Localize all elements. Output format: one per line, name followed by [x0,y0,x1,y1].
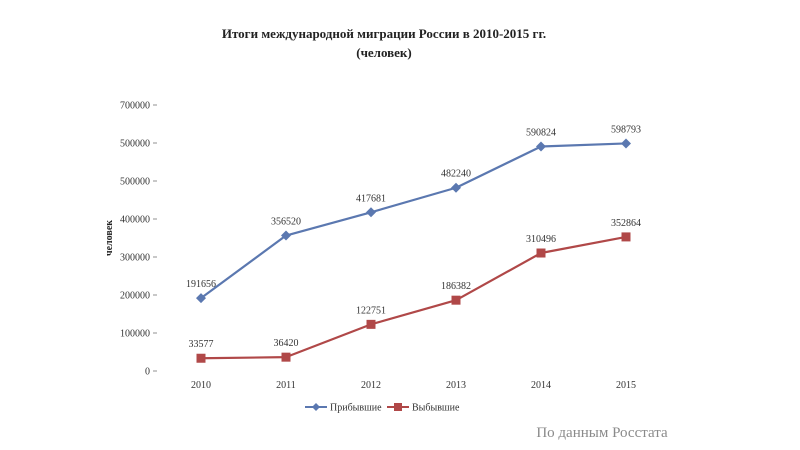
y-tick-label: 0 [145,367,150,378]
y-tick-label: 500000 [120,177,150,188]
x-tick-label: 2011 [276,380,296,391]
series-line [200,235,627,360]
data-label: 36420 [274,338,299,349]
y-tick-label: 700000 [120,101,150,112]
data-label: 310496 [526,234,556,245]
data-label: 482240 [441,169,471,180]
data-point [366,319,376,329]
x-tick-label: 2014 [531,380,551,391]
data-point [281,352,291,362]
legend: Прибывшие Выбывшие [305,403,460,414]
y-tick-label: 400000 [120,215,150,226]
data-label: 598793 [611,124,641,135]
data-label: 122751 [356,305,386,316]
x-tick-label: 2010 [191,380,211,391]
y-tick-label: 500000 [120,139,150,150]
data-label: 417681 [356,193,386,204]
y-tick-label: 300000 [120,253,150,264]
data-point [621,232,631,242]
series-layer: 191656 356520 417681 482240 590824 598793 3357… [186,124,641,363]
data-point [366,207,376,218]
legend-label: Прибывшие [330,403,382,414]
data-point [196,293,206,304]
legend-marker [312,403,320,411]
y-tick-label: 100000 [120,329,150,340]
x-tick-label: 2013 [446,380,466,391]
y-axis: 0 100000 200000 300000 400000 500000 500000 700… [120,101,157,378]
data-point [536,141,546,152]
data-label: 356520 [271,217,301,228]
data-point [451,295,461,305]
legend-item: Прибывшие [305,403,382,414]
legend-marker [394,403,402,411]
data-point [621,138,631,149]
x-axis: 2010 2011 2012 2013 2014 2015 [191,380,636,391]
data-point [196,353,206,363]
data-point [536,248,546,258]
y-axis-label: человек [104,220,115,256]
x-tick-label: 2012 [361,380,381,391]
data-point [451,182,461,193]
series-2: 33577 36420 122751 186382 310496 352864 [189,218,641,363]
legend-label: Выбывшие [412,403,460,414]
chart-title: Итоги международной миграции России в 20… [222,26,546,41]
chart-subtitle: (человек) [356,45,412,60]
data-label: 191656 [186,279,216,290]
x-tick-label: 2015 [616,380,636,391]
legend-item: Выбывшие [387,403,460,414]
y-tick-label: 200000 [120,291,150,302]
series-line [200,142,627,300]
source-note: По данным Росстата [536,425,668,441]
data-label: 186382 [441,281,471,292]
data-label: 352864 [611,218,641,229]
series-1: 191656 356520 417681 482240 590824 598793 [186,124,641,304]
data-label: 33577 [189,339,214,350]
data-point [281,230,291,241]
data-label: 590824 [526,127,556,138]
